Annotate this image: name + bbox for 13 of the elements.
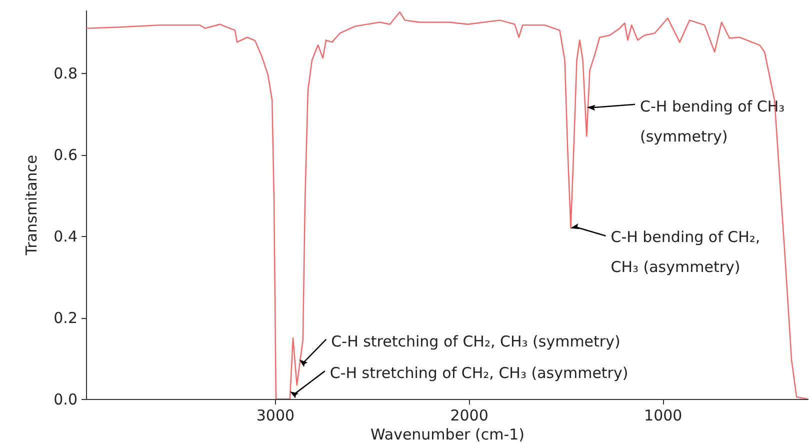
x-axis-title: Wavenumber (cm-1) — [370, 426, 524, 444]
y-tick-label: 0.4 — [54, 228, 78, 246]
y-tick-label: 0.0 — [54, 390, 78, 408]
x-tick-label: 1000 — [644, 406, 682, 424]
annotation: C-H stretching of CH₂, CH₃ (symmetry) — [331, 332, 620, 350]
annotation: C-H stretching of CH₂, CH₃ (asymmetry) — [330, 364, 628, 382]
y-tick-label: 0.6 — [54, 146, 78, 164]
x-tick-label: 3000 — [256, 406, 295, 424]
x-tick-label: 2000 — [450, 406, 488, 424]
y-tick-label: 0.2 — [54, 309, 78, 328]
y-tick-label: 0.8 — [54, 64, 78, 83]
y-axis-title: Transmitance — [22, 154, 41, 256]
annotation: C-H bending of CH₂, CH₃ (asymmetry) — [610, 228, 760, 276]
